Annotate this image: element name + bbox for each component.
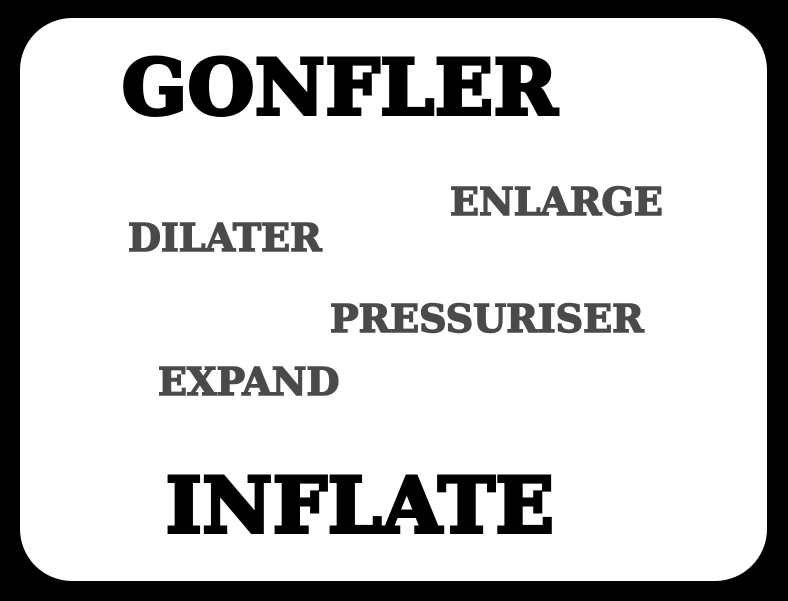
title-bottom-word: INFLATE — [164, 461, 556, 550]
word-pressuriser: PRESSURISER — [329, 296, 644, 341]
title-top-word: GONFLER — [120, 43, 559, 132]
word-card: GONFLER ENLARGE DILATER PRESSURISER EXPA… — [20, 18, 767, 581]
word-enlarge: ENLARGE — [449, 179, 663, 224]
word-expand: EXPAND — [157, 359, 340, 404]
word-dilater: DILATER — [127, 215, 322, 260]
